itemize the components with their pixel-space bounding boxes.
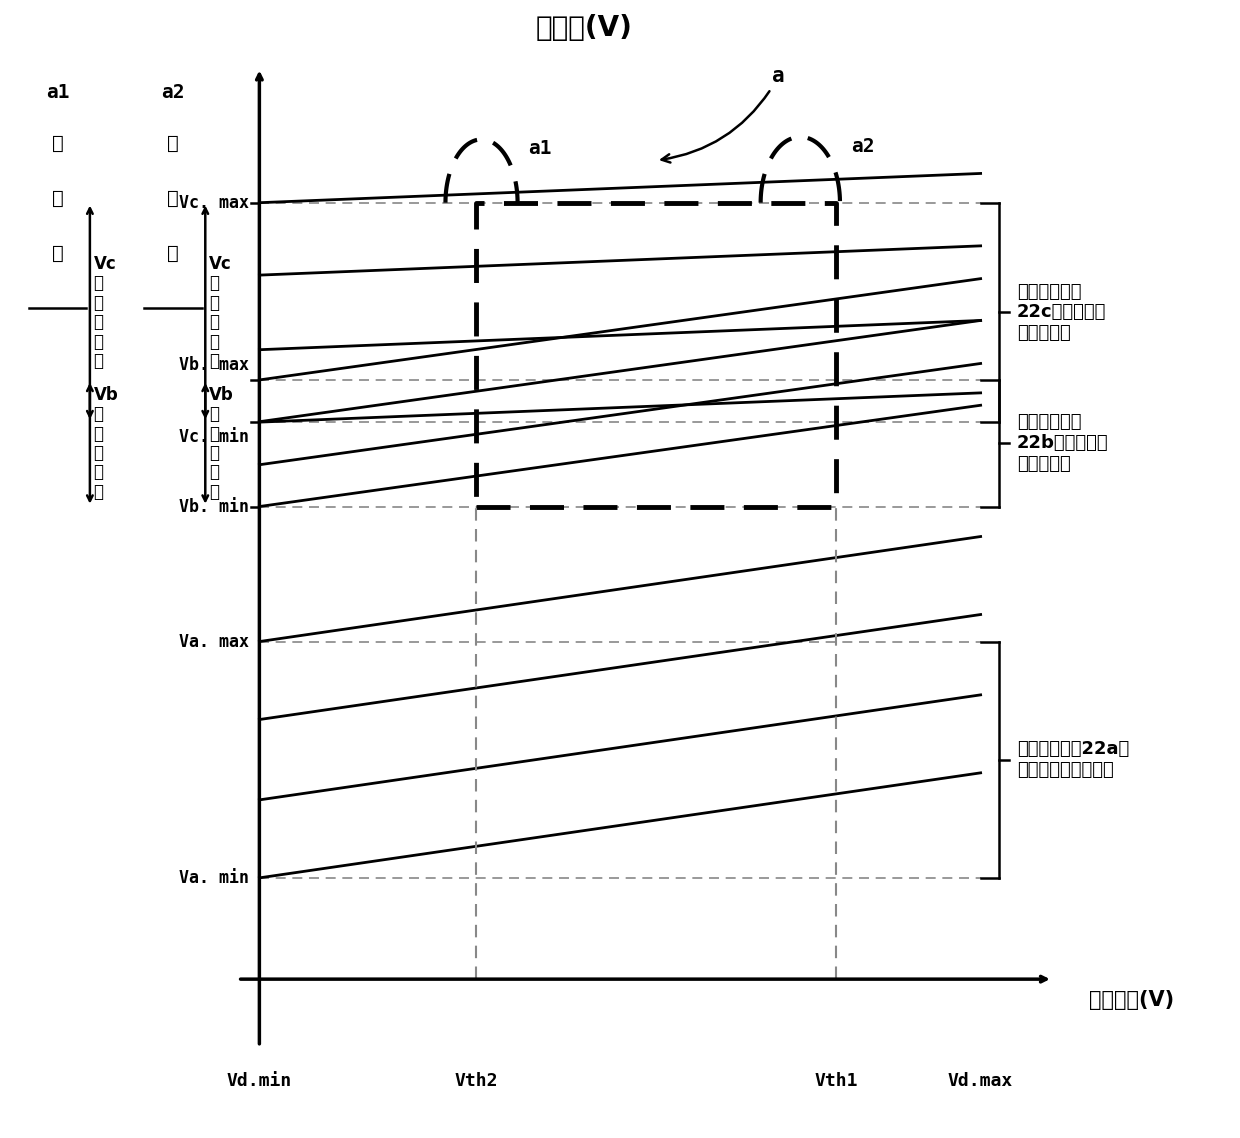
Text: 电源电压(V): 电源电压(V): [1089, 990, 1174, 1011]
Text: Vb
的
分
压
范
围: Vb 的 分 压 范 围: [93, 386, 118, 501]
Text: 时: 时: [167, 244, 179, 263]
Text: a: a: [662, 66, 785, 163]
Text: Va. max: Va. max: [179, 633, 248, 651]
Text: a2: a2: [851, 138, 874, 156]
Text: 选: 选: [167, 134, 179, 154]
Text: Vc. min: Vc. min: [179, 428, 248, 446]
Text: 择: 择: [167, 189, 179, 208]
Text: Vth1: Vth1: [815, 1072, 858, 1090]
Text: Vd.max: Vd.max: [949, 1072, 1013, 1090]
Text: Vc
的
分
压
范
围: Vc 的 分 压 范 围: [93, 255, 117, 370]
Text: 考虑外部电阻22a的
变动而能取得的范围: 考虑外部电阻22a的 变动而能取得的范围: [1017, 741, 1128, 780]
Text: 分压值(V): 分压值(V): [536, 15, 632, 42]
Text: Vc. max: Vc. max: [179, 193, 248, 212]
Text: Va. min: Va. min: [179, 869, 248, 887]
Text: 考虑外部电阻
22c的变动而能
取得的范围: 考虑外部电阻 22c的变动而能 取得的范围: [1017, 282, 1106, 343]
Text: Vc
的
分
压
范
围: Vc 的 分 压 范 围: [208, 255, 232, 370]
Text: Vd.min: Vd.min: [227, 1072, 291, 1090]
Text: a1: a1: [46, 83, 69, 102]
Text: 选: 选: [52, 134, 63, 154]
Text: Vb
的
分
压
范
围: Vb 的 分 压 范 围: [208, 386, 233, 501]
Text: Vth2: Vth2: [454, 1072, 497, 1090]
Text: 时: 时: [52, 244, 63, 263]
Text: a2: a2: [161, 83, 185, 102]
Text: Vb. min: Vb. min: [179, 497, 248, 516]
Text: a1: a1: [528, 139, 552, 158]
Text: 择: 择: [52, 189, 63, 208]
Text: Vb. max: Vb. max: [179, 356, 248, 373]
Text: 考虑外部电阻
22b的变动而能
取得的范围: 考虑外部电阻 22b的变动而能 取得的范围: [1017, 413, 1109, 473]
